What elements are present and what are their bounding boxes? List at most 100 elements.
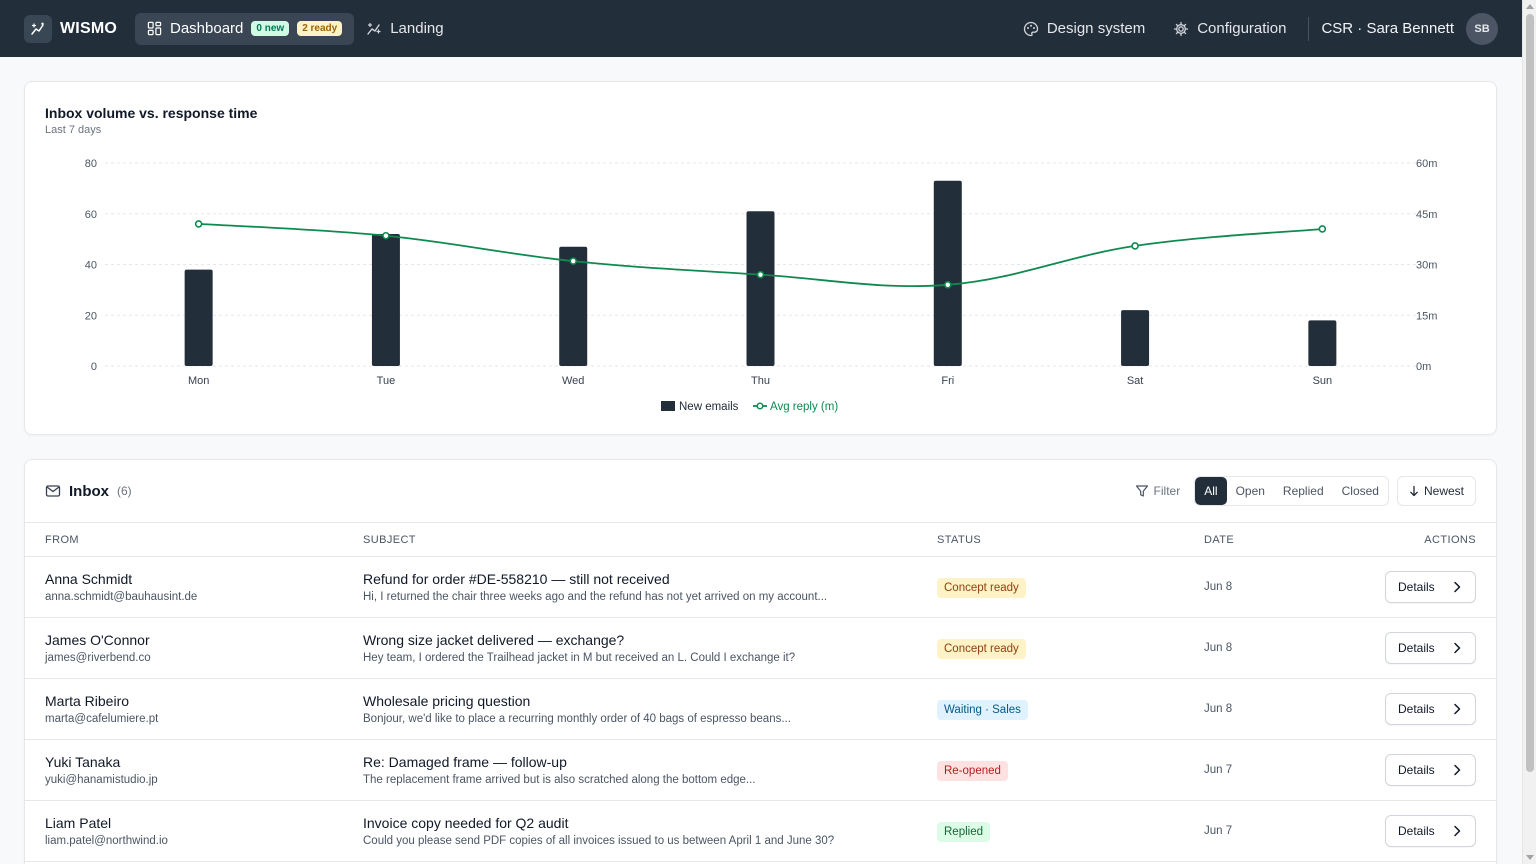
y-right-tick-label: 45m	[1416, 209, 1437, 221]
bar-thu	[746, 211, 775, 366]
email-date: Jun 8	[1204, 642, 1233, 654]
details-label: Details	[1398, 824, 1435, 838]
chevron-right-icon	[1453, 642, 1460, 654]
dashboard-grid-icon	[147, 21, 162, 36]
email-date: Jun 8	[1204, 581, 1233, 593]
x-tick-label: Tue	[377, 375, 396, 387]
details-button[interactable]: Details	[1385, 815, 1476, 847]
page-scrollbar[interactable]	[1522, 0, 1536, 864]
details-label: Details	[1398, 763, 1435, 777]
sender-email: yuki@hanamistudio.jp	[45, 774, 158, 786]
y-left-tick-label: 60	[85, 209, 97, 221]
details-button[interactable]: Details	[1385, 632, 1476, 664]
status-badge: Concept ready	[937, 578, 1026, 598]
y-left-tick-label: 20	[85, 310, 97, 322]
nav-dashboard[interactable]: Dashboard 0 new 2 ready	[135, 12, 355, 45]
y-left-tick-label: 40	[85, 260, 97, 272]
table-row[interactable]: Liam Patel liam.patel@northwind.io Invoi…	[25, 801, 1496, 862]
details-button[interactable]: Details	[1385, 754, 1476, 786]
sender-name: Marta Ribeiro	[45, 693, 130, 709]
filter-funnel-icon	[1135, 485, 1148, 497]
inbox-card: Inbox (6) Filter All Open Replied Closed…	[24, 459, 1497, 864]
mail-icon	[45, 485, 61, 497]
legend-marker-avg-reply	[756, 402, 764, 410]
column-status: STATUS	[937, 534, 982, 546]
chevron-right-icon	[1453, 703, 1460, 715]
y-right-tick-label: 0m	[1416, 361, 1431, 373]
x-tick-label: Fri	[941, 375, 954, 387]
avg-reply-point-tue	[382, 231, 390, 240]
sort-button[interactable]: Newest	[1396, 476, 1476, 506]
nav-design-system-label: Design system	[1046, 20, 1146, 37]
segment-open[interactable]: Open	[1235, 484, 1265, 498]
chart-card: Inbox volume vs. response time Last 7 da…	[24, 81, 1497, 435]
nav-landing[interactable]: Landing	[354, 13, 455, 45]
user-menu[interactable]: CSR · Sara Bennett SB	[1319, 12, 1498, 45]
status-badge: Waiting · Sales	[937, 700, 1028, 720]
legend-label-new-emails: New emails	[679, 401, 739, 413]
scroll-down-arrow-icon[interactable]	[1526, 855, 1534, 860]
segment-all[interactable]: All	[1195, 477, 1227, 505]
filter-button[interactable]: Filter	[1129, 476, 1187, 506]
y-right-tick-label: 60m	[1416, 158, 1437, 170]
ready-count-badge: 2 ready	[297, 21, 343, 36]
y-right-tick-label: 15m	[1416, 310, 1437, 322]
x-tick-label: Sat	[1127, 375, 1144, 387]
segment-replied[interactable]: Replied	[1282, 484, 1324, 498]
arrow-down-icon	[1410, 485, 1418, 497]
inbox-title-label: Inbox	[69, 482, 109, 500]
column-subject: SUBJECT	[363, 534, 416, 546]
bar-wed	[559, 246, 588, 366]
avatar[interactable]: SB	[1466, 12, 1498, 45]
bar-sat	[1121, 310, 1150, 366]
brand[interactable]: WISMO	[24, 14, 117, 43]
segment-closed[interactable]: Closed	[1341, 484, 1379, 498]
email-subject[interactable]: Wholesale pricing question	[363, 693, 531, 709]
chevron-right-icon	[1453, 764, 1460, 776]
x-tick-label: Thu	[751, 375, 770, 387]
gear-icon	[1174, 21, 1189, 36]
sender-name: Yuki Tanaka	[45, 754, 121, 770]
avg-reply-point-sat	[1131, 242, 1139, 250]
nav-configuration-label: Configuration	[1197, 20, 1287, 37]
table-row[interactable]: Yuki Tanaka yuki@hanamistudio.jp Re: Dam…	[25, 740, 1496, 801]
filter-label: Filter	[1153, 484, 1181, 498]
table-row[interactable]: James O'Connor james@riverbend.co Wrong …	[25, 618, 1496, 679]
avg-reply-point-thu	[756, 270, 765, 279]
email-subject[interactable]: Re: Damaged frame — follow-up	[363, 754, 567, 770]
sort-label: Newest	[1423, 484, 1464, 498]
email-subject[interactable]: Refund for order #DE-558210 — still not …	[363, 571, 670, 587]
inbox-count: (6)	[117, 484, 132, 498]
bar-fri	[933, 180, 962, 366]
status-badge: Replied	[937, 822, 990, 842]
email-preview: Bonjour, we'd like to place a recurring …	[363, 713, 791, 725]
email-subject[interactable]: Invoice copy needed for Q2 audit	[363, 815, 569, 831]
details-button[interactable]: Details	[1385, 693, 1476, 725]
x-tick-label: Mon	[188, 375, 209, 387]
column-from: FROM	[45, 534, 79, 546]
email-date: Jun 8	[1204, 703, 1233, 715]
email-subject[interactable]: Wrong size jacket delivered — exchange?	[363, 632, 625, 648]
new-count-badge: 0 new	[251, 21, 290, 36]
table-row[interactable]: Marta Ribeiro marta@cafelumiere.pt Whole…	[25, 679, 1496, 740]
email-preview: Hey team, I ordered the Trailhead jacket…	[363, 652, 796, 664]
nav-design-system[interactable]: Design system	[1011, 13, 1157, 45]
table-header: FROM SUBJECT STATUS DATE ACTIONS	[25, 523, 1496, 557]
column-date: DATE	[1204, 534, 1235, 546]
bar-tue	[371, 234, 400, 366]
y-left-tick-label: 0	[91, 361, 97, 373]
table-row[interactable]: Anna Schmidt anna.schmidt@bauhausint.de …	[25, 557, 1496, 618]
details-button[interactable]: Details	[1385, 571, 1476, 603]
user-label: CSR · Sara Bennett	[1321, 20, 1454, 37]
scrollbar-thumb[interactable]	[1526, 14, 1534, 772]
sparkles-icon	[367, 22, 381, 35]
scroll-up-arrow-icon[interactable]	[1526, 4, 1534, 9]
status-segmented-control: All Open Replied Closed	[1194, 476, 1389, 506]
legend-label-avg-reply: Avg reply (m)	[770, 401, 838, 413]
nav-configuration[interactable]: Configuration	[1161, 13, 1298, 45]
sender-email: james@riverbend.co	[45, 652, 151, 664]
details-label: Details	[1398, 641, 1435, 655]
sender-email: anna.schmidt@bauhausint.de	[45, 591, 198, 603]
inbox-header: Inbox (6) Filter All Open Replied Closed…	[25, 460, 1496, 523]
inbox-title: Inbox (6)	[45, 483, 132, 500]
